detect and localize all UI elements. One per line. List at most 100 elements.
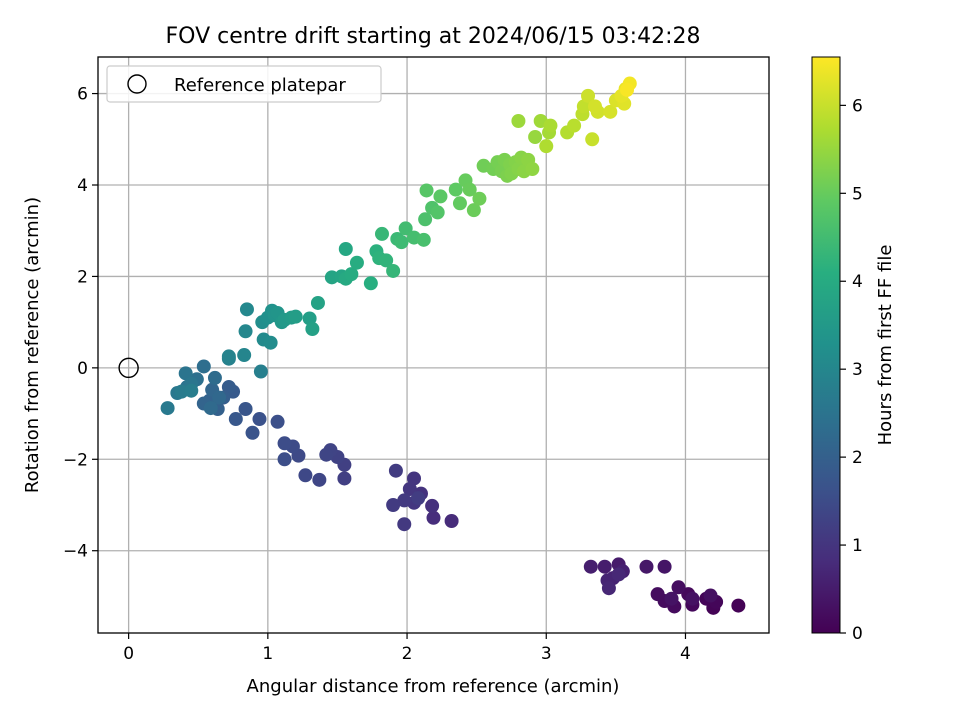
drift-point xyxy=(319,447,334,462)
drift-point xyxy=(703,588,718,603)
drift-point xyxy=(397,517,412,532)
drift-point xyxy=(312,472,327,487)
drift-point xyxy=(277,452,292,467)
y-tick-label: −2 xyxy=(63,450,88,470)
drift-point xyxy=(253,364,268,379)
drift-point xyxy=(337,471,352,486)
drift-point xyxy=(620,82,635,97)
drift-point xyxy=(386,498,401,512)
drift-point xyxy=(466,203,481,218)
drift-point xyxy=(252,412,267,427)
drift-point xyxy=(237,348,252,363)
drift-point xyxy=(433,189,448,204)
colorbar xyxy=(811,56,841,634)
drift-point xyxy=(196,359,211,374)
colorbar-label: Hours from first FF file xyxy=(875,245,896,446)
drift-point xyxy=(597,559,612,574)
drift-point xyxy=(611,567,626,582)
colorbar-tick-label: 4 xyxy=(852,272,863,292)
drift-point xyxy=(363,276,378,291)
drift-point xyxy=(543,118,558,133)
drift-point xyxy=(416,232,431,247)
drift-point xyxy=(310,295,325,310)
drift-point xyxy=(581,88,596,103)
drift-point xyxy=(263,335,278,350)
drift-point xyxy=(270,414,285,429)
colorbar-tick-label: 6 xyxy=(852,96,863,116)
drift-point xyxy=(671,580,686,595)
drift-point xyxy=(601,581,616,596)
drift-point xyxy=(657,559,672,574)
colorbar-tick-label: 1 xyxy=(852,536,863,556)
drift-point xyxy=(184,383,199,398)
drift-point xyxy=(539,139,554,154)
drift-point xyxy=(430,205,445,220)
drift-point xyxy=(203,401,218,416)
drift-point xyxy=(238,402,253,416)
y-tick-label: 2 xyxy=(77,267,88,287)
drift-point xyxy=(639,559,654,574)
drift-point xyxy=(397,493,412,508)
drift-point xyxy=(221,349,236,364)
drift-point xyxy=(374,226,389,241)
drift-point xyxy=(288,309,303,324)
drift-point xyxy=(379,253,394,268)
drift-point xyxy=(344,267,359,282)
drift-point xyxy=(402,482,417,496)
colorbar-tick-label: 2 xyxy=(852,448,863,468)
drift-point xyxy=(238,324,253,339)
legend-reference-marker xyxy=(127,74,147,94)
drift-point xyxy=(664,591,679,606)
drift-point xyxy=(452,196,467,211)
drift-point xyxy=(528,130,543,144)
drift-point xyxy=(245,425,260,440)
drift-point xyxy=(411,491,426,506)
drift-point xyxy=(511,114,526,128)
drift-point xyxy=(576,99,591,114)
drift-point xyxy=(298,468,313,483)
drift-point xyxy=(444,514,459,528)
legend-box: Reference platepar xyxy=(106,65,382,103)
drift-point xyxy=(394,235,409,250)
drift-point xyxy=(386,263,401,278)
y-tick-label: 6 xyxy=(77,85,88,105)
drift-point xyxy=(525,162,540,176)
drift-point xyxy=(160,401,175,416)
y-tick-label: −4 xyxy=(63,542,88,562)
y-tick-label: 4 xyxy=(77,176,88,196)
drift-point xyxy=(731,598,746,613)
drift-point xyxy=(228,412,243,427)
drift-point xyxy=(407,471,422,486)
drift-point xyxy=(178,366,193,381)
drift-point xyxy=(221,380,236,395)
reference-platepar-marker xyxy=(118,357,139,379)
y-tick-label: 0 xyxy=(77,359,88,379)
drift-point xyxy=(418,212,433,227)
drift-point xyxy=(462,182,477,197)
plot-frame xyxy=(97,56,770,634)
x-axis-label: Angular distance from reference (arcmin) xyxy=(247,676,620,697)
x-tick-label: 2 xyxy=(402,644,413,664)
drift-point xyxy=(338,242,353,256)
drift-point xyxy=(567,118,582,133)
drift-point xyxy=(349,255,364,270)
colorbar-tick-label: 3 xyxy=(852,360,863,380)
drift-point xyxy=(277,436,292,451)
drift-point xyxy=(388,463,403,478)
drift-point xyxy=(585,132,600,147)
drift-point xyxy=(448,182,463,197)
colorbar-tick-label: 5 xyxy=(852,184,863,204)
plot-area xyxy=(98,57,769,633)
drift-point xyxy=(587,99,602,114)
drift-point xyxy=(419,183,434,198)
drift-point xyxy=(207,370,222,385)
y-axis-label: Rotation from reference (arcmin) xyxy=(22,197,43,493)
drift-point xyxy=(398,221,413,236)
x-tick-label: 1 xyxy=(262,644,273,664)
drift-point xyxy=(603,104,618,119)
drift-point xyxy=(685,591,700,606)
drift-point xyxy=(212,390,227,405)
drift-point xyxy=(425,498,440,513)
colorbar-ticks: 0 1 2 3 4 5 6 xyxy=(840,96,863,644)
